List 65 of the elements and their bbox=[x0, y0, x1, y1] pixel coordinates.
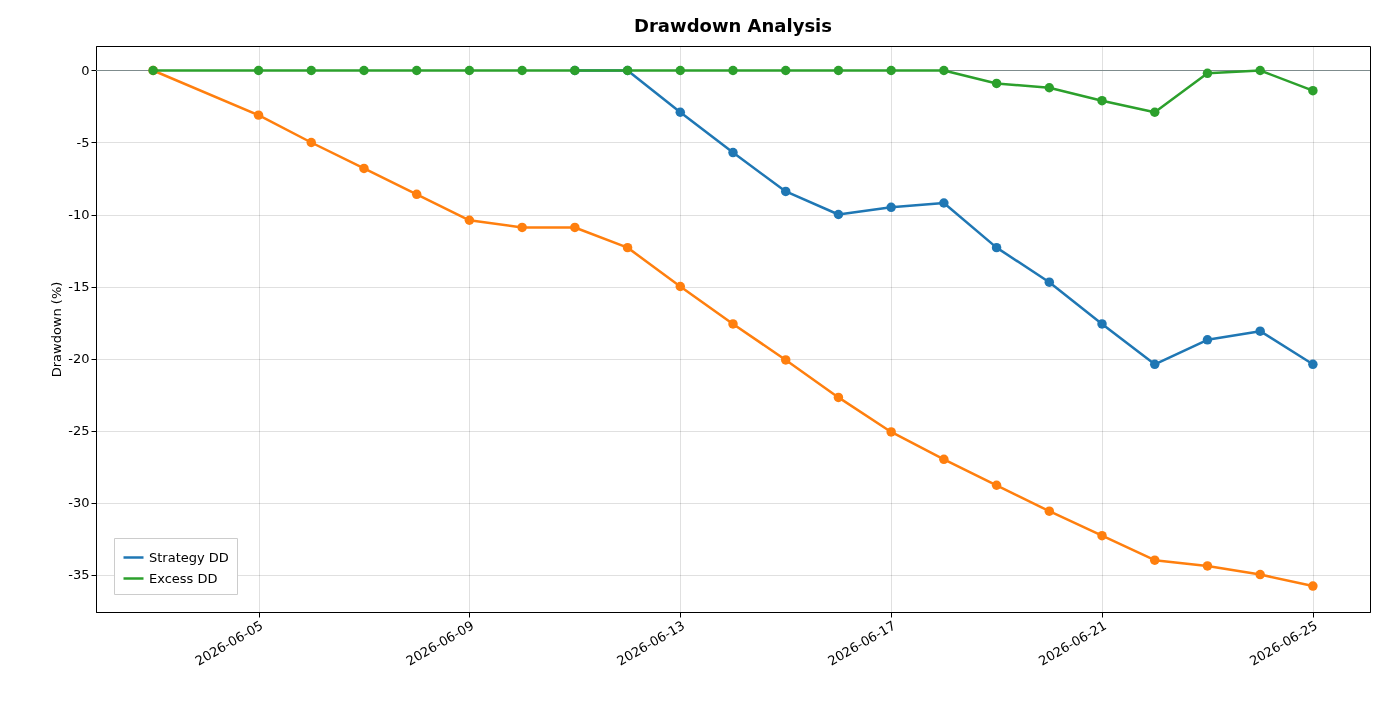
point bbox=[517, 65, 527, 76]
point bbox=[728, 319, 738, 329]
point bbox=[939, 65, 949, 76]
point bbox=[675, 65, 686, 76]
point bbox=[991, 78, 1002, 89]
point bbox=[939, 198, 949, 208]
y-tick-label: -20 bbox=[68, 351, 90, 367]
point bbox=[253, 65, 264, 76]
point bbox=[939, 454, 949, 465]
y-tick-label: -5 bbox=[76, 134, 90, 150]
point bbox=[1097, 319, 1107, 329]
chart-title: Drawdown Analysis bbox=[634, 15, 832, 36]
point bbox=[464, 215, 475, 225]
point bbox=[991, 242, 1002, 253]
point bbox=[728, 147, 738, 158]
y-tick-label: 0 bbox=[81, 62, 90, 78]
point bbox=[253, 110, 264, 120]
point bbox=[1149, 555, 1160, 565]
point bbox=[1149, 107, 1160, 117]
point bbox=[675, 281, 686, 292]
point bbox=[359, 163, 369, 174]
y-tick-label: -10 bbox=[68, 207, 90, 222]
point bbox=[1308, 581, 1318, 591]
point bbox=[306, 137, 317, 148]
y-axis-title: Drawdown (%) bbox=[49, 281, 65, 378]
point bbox=[570, 222, 580, 233]
point bbox=[1255, 569, 1265, 580]
y-tick-label: -30 bbox=[68, 495, 90, 511]
point bbox=[1255, 65, 1265, 76]
legend-label: Strategy DD bbox=[149, 549, 229, 565]
point bbox=[1044, 277, 1055, 287]
point bbox=[991, 480, 1002, 490]
point bbox=[728, 65, 738, 76]
point bbox=[886, 202, 896, 213]
point bbox=[622, 242, 633, 253]
point bbox=[517, 222, 527, 233]
point bbox=[359, 65, 369, 76]
point bbox=[1308, 359, 1318, 370]
point bbox=[306, 65, 317, 76]
point bbox=[886, 65, 896, 76]
point bbox=[1044, 83, 1055, 93]
point bbox=[1202, 68, 1213, 79]
point bbox=[1255, 326, 1265, 336]
point bbox=[1149, 359, 1160, 370]
point bbox=[886, 427, 896, 437]
point bbox=[1097, 530, 1107, 541]
point bbox=[833, 209, 844, 220]
point bbox=[675, 107, 686, 117]
point bbox=[1308, 85, 1318, 96]
legend-label: Excess DD bbox=[149, 570, 218, 586]
point bbox=[780, 65, 791, 76]
y-tick-label: -35 bbox=[68, 567, 90, 583]
point bbox=[780, 355, 791, 365]
point bbox=[1097, 95, 1107, 106]
point bbox=[1044, 506, 1055, 516]
point bbox=[411, 189, 422, 200]
point bbox=[833, 392, 844, 403]
point bbox=[833, 65, 844, 76]
point bbox=[464, 65, 475, 76]
y-tick-label: -15 bbox=[68, 279, 90, 295]
point bbox=[411, 65, 422, 76]
y-tick-label: -25 bbox=[68, 423, 90, 439]
point bbox=[780, 186, 791, 197]
point bbox=[1202, 561, 1213, 571]
point bbox=[1202, 335, 1213, 345]
